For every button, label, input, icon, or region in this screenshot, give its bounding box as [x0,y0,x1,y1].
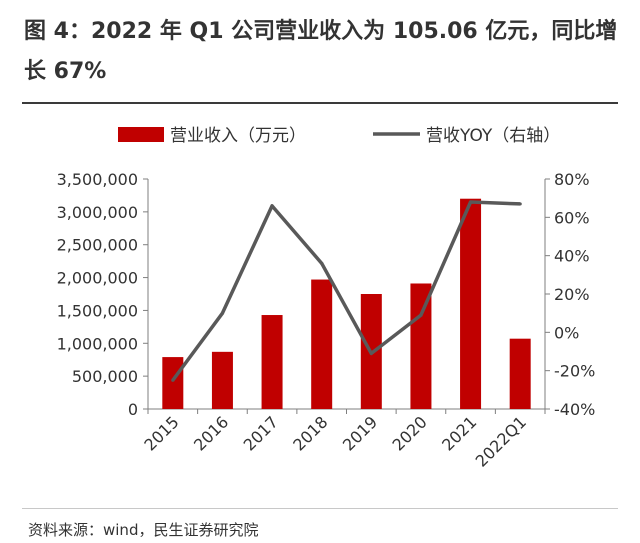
x-tick-label: 2019 [339,412,381,454]
left-axis: 0 500,000 1,000,000 1,500,000 2,000,000 2,500… [57,170,149,419]
left-tick-label: 2,500,000 [57,236,138,255]
x-tick-label: 2015 [140,412,182,454]
legend: 营业收入（万元） 营收YOY（右轴） [118,126,560,146]
bar-2022Q1 [509,338,531,409]
yoy-point-2017 [270,204,274,208]
legend-swatch-revenue [118,127,164,142]
title-divider [22,102,618,104]
left-tick-label: 3,000,000 [57,203,138,222]
bar-2018 [311,279,333,409]
left-tick-label: 0 [128,400,138,419]
right-axis: -40% -20% 0% 20% 40% 60% 80% [544,170,595,419]
yoy-point-2015 [171,378,175,382]
yoy-point-2021 [468,200,473,204]
legend-label-revenue: 营业收入（万元） [170,126,306,146]
right-tick-label: 20% [554,285,590,304]
source-divider [22,508,618,509]
right-tick-label: 80% [554,170,590,189]
x-tick-label: 2020 [389,412,431,454]
left-tick-label: 2,000,000 [57,269,138,288]
bar-2016 [211,351,233,409]
bar-2020 [410,283,432,409]
x-tick-label: 2017 [240,412,282,454]
right-tick-label: 40% [554,247,590,266]
x-tick-label: 2016 [190,412,232,454]
bar-2017 [261,315,283,409]
yoy-point-2022Q1 [518,202,522,206]
right-tick-label: -20% [554,362,595,381]
source-note: 资料来源：wind，民生证券研究院 [28,521,259,539]
right-tick-label: 0% [554,323,579,342]
yoy-point-2018 [320,261,324,265]
yoy-point-2016 [220,311,225,315]
x-tick-label: 2022Q1 [472,412,530,470]
figure-title: 图 4：2022 年 Q1 公司营业收入为 105.06 亿元，同比增长 67% [24,19,618,84]
bar-2021 [460,198,482,409]
yoy-point-2020 [419,313,423,317]
yoy-point-2019 [369,351,373,356]
left-tick-label: 500,000 [72,367,138,386]
bar-series [162,198,531,409]
legend-label-yoy: 营收YOY（右轴） [426,126,560,146]
left-tick-label: 1,000,000 [57,334,138,353]
x-tick-label: 2018 [289,412,331,454]
right-tick-label: -40% [554,400,595,419]
right-tick-label: 60% [554,208,590,227]
bar-2015 [162,357,184,409]
left-tick-label: 1,500,000 [57,301,138,320]
line-series [171,200,522,382]
yoy-line [171,200,521,382]
left-tick-label: 3,500,000 [57,170,138,189]
x-tick-label: 2021 [438,412,480,454]
